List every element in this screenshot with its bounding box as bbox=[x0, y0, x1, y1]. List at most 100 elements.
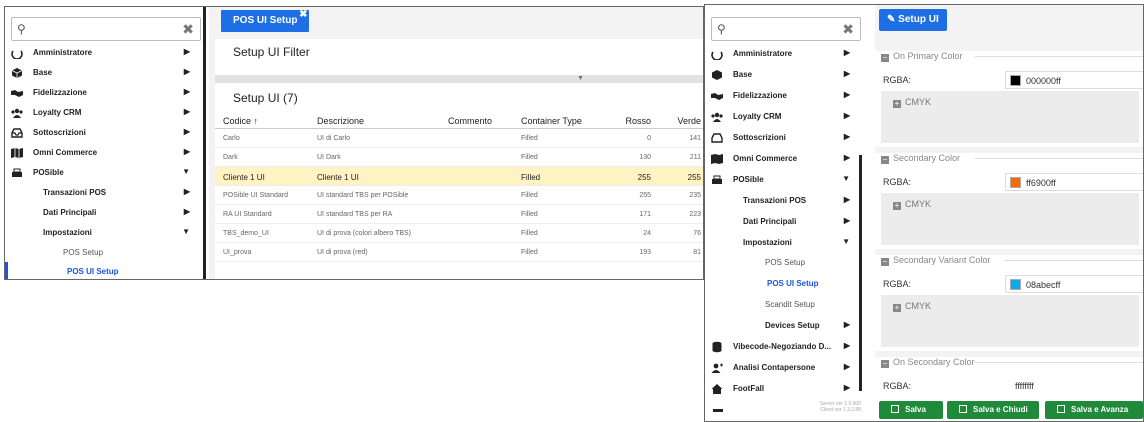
sidebar-item-amministratore[interactable]: Amministratore ▶ bbox=[5, 43, 200, 63]
sidebar-item-sottoscrizioni[interactable]: Sottoscrizioni ▶ bbox=[705, 128, 860, 148]
col-header-descrizione[interactable]: Descrizione bbox=[317, 116, 365, 126]
save-button[interactable]: Salva bbox=[879, 401, 943, 419]
sidebar-item-impostazioni[interactable]: Impostazioni ▼ bbox=[5, 223, 200, 243]
floppy-icon bbox=[959, 405, 967, 413]
database-icon bbox=[712, 341, 722, 353]
cmyk-toggle[interactable]: + CMYK bbox=[893, 301, 932, 312]
sidebar-scrollbar[interactable] bbox=[859, 155, 862, 391]
minus-icon[interactable] bbox=[713, 409, 723, 412]
sidebar-item-vibecode-negoziando-d[interactable]: Vibecode-Negoziando D... ▶ bbox=[705, 337, 860, 357]
tab-pos-ui-setup[interactable]: POS UI Setup ✖ bbox=[221, 9, 310, 32]
sidebar-item-label: FootFall bbox=[733, 384, 765, 393]
table-row[interactable]: Carlo UI di Carlo Filled 0 141 bbox=[215, 129, 703, 148]
cell-container: Filled bbox=[521, 135, 538, 142]
save-close-button[interactable]: Salva e Chiudi bbox=[947, 401, 1039, 419]
sidebar-item-label: Impostazioni bbox=[743, 238, 792, 247]
rgba-input[interactable]: 08abecff bbox=[1005, 275, 1143, 293]
save-next-button[interactable]: Salva e Avanza bbox=[1045, 401, 1143, 419]
chevron-right-icon: ▶ bbox=[843, 132, 850, 141]
sidebar-item-impostazioni[interactable]: Impostazioni ▼ bbox=[705, 233, 860, 253]
chevron-right-icon: ▶ bbox=[183, 147, 190, 156]
section-header[interactable]: − On Secondary Color bbox=[881, 357, 975, 368]
table-row[interactable]: RA UI Standard UI standard TBS per RA Fill… bbox=[215, 205, 703, 224]
sidebar-item-pos-setup[interactable]: POS Setup bbox=[5, 243, 200, 263]
rgba-input[interactable]: 000000ff bbox=[1005, 71, 1143, 89]
sidebar-item-base[interactable]: Base ▶ bbox=[5, 63, 200, 83]
cell-verde: 255 bbox=[687, 173, 701, 182]
section-divider bbox=[975, 158, 1143, 159]
table-row[interactable]: POSible UI Standard UI standard TBS per P… bbox=[215, 186, 703, 205]
col-header-rosso[interactable]: Rosso bbox=[625, 116, 651, 126]
sidebar: ⚲ ✖ Amministratore ▶ Base ▶ Fidelizzazione ▶ L… bbox=[705, 5, 865, 421]
rgba-input[interactable]: ff6900ff bbox=[1005, 173, 1143, 191]
sidebar-item-dati-principali[interactable]: Dati Principali ▶ bbox=[5, 203, 200, 223]
rgba-label: RGBA: bbox=[883, 75, 912, 85]
sidebar-item-devices-setup[interactable]: Devices Setup ▶ bbox=[705, 316, 860, 336]
client-version: Client ver 1.3.2.88 bbox=[820, 407, 861, 413]
sidebar-item-base[interactable]: Base ▶ bbox=[705, 65, 860, 85]
clear-search-icon[interactable]: ✖ bbox=[842, 21, 854, 37]
sidebar-item-fidelizzazione[interactable]: Fidelizzazione ▶ bbox=[705, 86, 860, 106]
table-row[interactable]: Dark UI Dark Filled 130 211 bbox=[215, 148, 703, 167]
sidebar-item-label: Omni Commerce bbox=[733, 154, 798, 163]
section-header[interactable]: − Secondary Variant Color bbox=[881, 255, 990, 266]
cmyk-toggle[interactable]: + CMYK bbox=[893, 199, 932, 210]
table-row[interactable]: TBS_demo_UI UI di prova (colori albero TB… bbox=[215, 224, 703, 243]
sidebar-item-dati-principali[interactable]: Dati Principali ▶ bbox=[705, 212, 860, 232]
search-icon: ⚲ bbox=[17, 22, 26, 36]
table-row[interactable]: Cliente 1 UI Cliente 1 UI Filled 255 255 bbox=[215, 167, 703, 186]
sidebar-item-posible[interactable]: POSible ▼ bbox=[705, 170, 860, 190]
cell-container: Filled bbox=[521, 154, 538, 161]
sidebar-item-transazioni-pos[interactable]: Transazioni POS ▶ bbox=[705, 191, 860, 211]
handshake-icon bbox=[11, 90, 23, 97]
sidebar-item-loyalty-crm[interactable]: Loyalty CRM ▶ bbox=[5, 103, 200, 123]
cell-descrizione: UI standard TBS per POSible bbox=[317, 192, 409, 199]
close-tab-icon[interactable]: ✖ bbox=[299, 9, 308, 20]
cell-rosso: 0 bbox=[647, 135, 651, 142]
home-icon bbox=[711, 384, 723, 394]
sidebar-item-pos-setup[interactable]: POS Setup bbox=[705, 253, 860, 273]
cell-container: Filled bbox=[521, 211, 538, 218]
sidebar-item-fidelizzazione[interactable]: Fidelizzazione ▶ bbox=[5, 83, 200, 103]
sidebar-item-label: Base bbox=[733, 70, 753, 79]
cell-rosso: 255 bbox=[637, 173, 651, 182]
sidebar-item-scandit-setup[interactable]: Scandit Setup bbox=[705, 295, 860, 315]
sidebar-item-pos-ui-setup[interactable]: POS UI Setup bbox=[5, 262, 200, 279]
table-header: Codice ↑ Descrizione Commento Container … bbox=[215, 113, 703, 129]
cell-codice: Dark bbox=[223, 154, 238, 161]
section-divider bbox=[1005, 260, 1143, 261]
section-header[interactable]: − On Primary Color bbox=[881, 51, 963, 62]
sidebar-item-posible[interactable]: POSible ▼ bbox=[5, 163, 200, 183]
panel-splitter[interactable]: ▼ bbox=[215, 75, 703, 83]
sidebar-item-footfall[interactable]: FootFall ▶ bbox=[705, 379, 860, 399]
col-header-codice[interactable]: Codice ↑ bbox=[223, 116, 259, 126]
chevron-right-icon: ▶ bbox=[843, 48, 850, 57]
search-input[interactable]: ⚲ ✖ bbox=[11, 17, 201, 41]
posui-window-left: ⚲ ✖ Amministratore ▶ Base ▶ Fidelizzazio… bbox=[4, 6, 704, 280]
search-input[interactable]: ⚲ ✖ bbox=[711, 17, 861, 41]
cell-verde: 235 bbox=[689, 192, 701, 199]
sidebar-item-omni-commerce[interactable]: Omni Commerce ▶ bbox=[705, 149, 860, 169]
section-header[interactable]: − Secondary Color bbox=[881, 153, 960, 164]
col-header-container-type[interactable]: Container Type bbox=[521, 116, 582, 126]
sidebar-item-pos-ui-setup[interactable]: POS UI Setup bbox=[705, 274, 860, 294]
chevron-right-icon: ▶ bbox=[843, 195, 850, 204]
sidebar-item-sottoscrizioni[interactable]: Sottoscrizioni ▶ bbox=[5, 123, 200, 143]
rgba-input[interactable]: ffffffff bbox=[1005, 377, 1143, 395]
sidebar-item-loyalty-crm[interactable]: Loyalty CRM ▶ bbox=[705, 107, 860, 127]
cmyk-toggle[interactable]: + CMYK bbox=[893, 97, 932, 108]
user-plus-icon bbox=[711, 363, 723, 373]
chevron-down-icon: ▼ bbox=[842, 174, 850, 183]
col-header-commento[interactable]: Commento bbox=[448, 116, 493, 126]
clear-search-icon[interactable]: ✖ bbox=[182, 21, 194, 37]
sidebar-item-label: Sottoscrizioni bbox=[33, 128, 86, 137]
setup-ui-button[interactable]: ✎ Setup UI bbox=[879, 9, 947, 31]
sidebar-item-amministratore[interactable]: Amministratore ▶ bbox=[705, 44, 860, 64]
sidebar-item-transazioni-pos[interactable]: Transazioni POS ▶ bbox=[5, 183, 200, 203]
sidebar-item-omni-commerce[interactable]: Omni Commerce ▶ bbox=[5, 143, 200, 163]
cmyk-panel bbox=[881, 91, 1139, 143]
collapse-icon[interactable]: ▼ bbox=[577, 75, 584, 82]
sidebar-item-analisi-contapersone[interactable]: Analisi Contapersone ▶ bbox=[705, 358, 860, 378]
col-header-verde[interactable]: Verde bbox=[677, 116, 701, 126]
table-row[interactable]: UI_prova UI di prova (red) Filled 193 81 bbox=[215, 243, 703, 262]
